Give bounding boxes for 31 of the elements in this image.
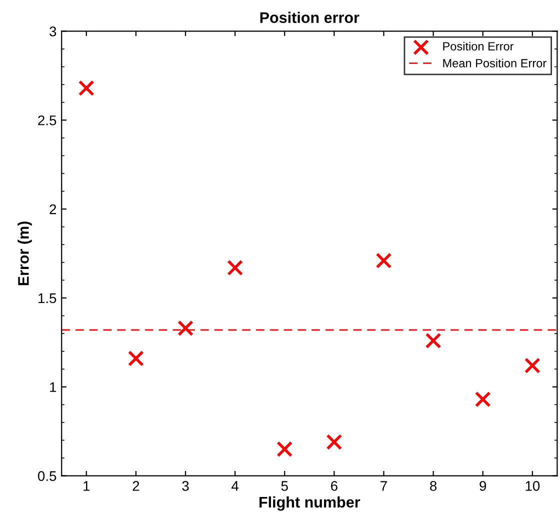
x-tick-label: 3 xyxy=(182,481,189,491)
legend-label: Mean Position Error xyxy=(443,58,546,68)
y-tick-label: 1 xyxy=(50,382,56,392)
point xyxy=(474,391,491,408)
point xyxy=(376,252,392,269)
point xyxy=(524,358,540,374)
point xyxy=(128,350,144,366)
x-tick-label: 10 xyxy=(526,481,540,491)
point xyxy=(227,260,244,276)
y-tick-label: 3 xyxy=(50,26,56,36)
point xyxy=(425,332,442,349)
y-tick-label: 2.5 xyxy=(38,115,56,126)
point xyxy=(276,441,293,458)
x-tick-label: 9 xyxy=(480,481,486,491)
y-tick-label: 0.5 xyxy=(38,471,56,481)
y-tick-label: 1.5 xyxy=(38,293,56,304)
x-tick-label: 2 xyxy=(132,481,140,491)
point xyxy=(326,434,342,450)
y-tick-label: 2 xyxy=(50,204,56,214)
y-axis-title: Error (m) xyxy=(18,222,32,286)
x-tick-label: 1 xyxy=(84,481,90,491)
point xyxy=(78,80,94,96)
x-tick-label: 8 xyxy=(430,481,437,491)
x-tick-label: 6 xyxy=(331,481,338,491)
chart-title: Position error xyxy=(260,12,360,24)
x-tick-label: 7 xyxy=(380,481,387,491)
x-tick-label: 4 xyxy=(232,481,239,491)
x-tick-label: 5 xyxy=(281,481,288,491)
x-axis-title: Flight number xyxy=(260,496,360,511)
legend-label: Position Error xyxy=(443,42,514,50)
point xyxy=(178,320,194,336)
